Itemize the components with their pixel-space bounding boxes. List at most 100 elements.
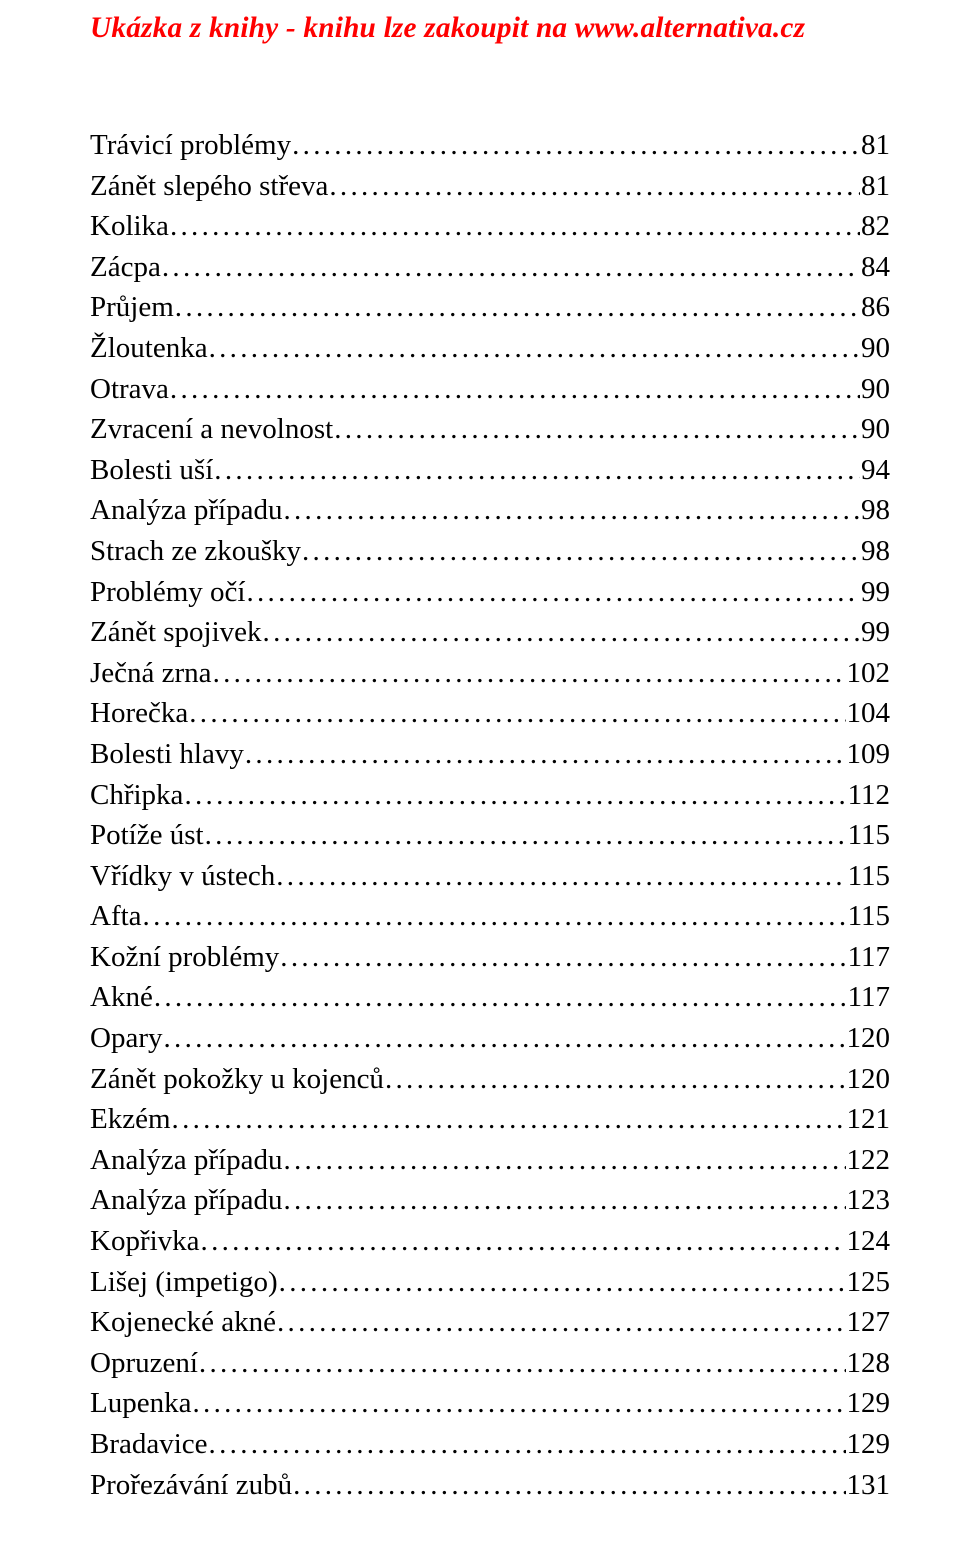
- toc-row: Ekzém 121: [90, 1099, 890, 1140]
- toc-row: Ječná zrna 102: [90, 653, 890, 694]
- toc-row: Trávicí problémy 81: [90, 125, 890, 166]
- toc-row: Opruzení 128: [90, 1343, 890, 1384]
- toc-title: Analýza případu: [90, 1140, 282, 1181]
- toc-page-number: 90: [861, 409, 890, 450]
- toc-dots: [154, 977, 847, 1018]
- toc-title: Problémy očí: [90, 572, 245, 613]
- toc-page-number: 81: [861, 125, 890, 166]
- toc-page-number: 120: [847, 1059, 891, 1100]
- toc-row: Prořezávání zubů131: [90, 1465, 890, 1506]
- toc-dots: [189, 693, 845, 734]
- toc-dots: [293, 1465, 845, 1506]
- toc-title: Prořezávání zubů: [90, 1465, 292, 1506]
- toc-dots: [283, 1140, 845, 1181]
- toc-title: Kožní problémy: [90, 937, 279, 978]
- toc-page-number: 99: [861, 612, 890, 653]
- toc-row: Bolesti hlavy 109: [90, 734, 890, 775]
- toc-dots: [263, 612, 860, 653]
- toc-dots: [192, 1383, 845, 1424]
- toc-title: Zánět spojivek: [90, 612, 262, 653]
- toc-row: Akné117: [90, 977, 890, 1018]
- toc-title: Kolika: [90, 206, 169, 247]
- toc-row: Chřipka 112: [90, 775, 890, 816]
- toc-page-number: 115: [848, 856, 890, 897]
- toc-page-number: 90: [861, 328, 890, 369]
- toc-dots: [246, 572, 860, 613]
- toc-dots: [175, 287, 860, 328]
- toc-page-number: 121: [847, 1099, 891, 1140]
- toc-dots: [329, 166, 860, 207]
- toc-title: Lišej (impetigo): [90, 1262, 278, 1303]
- toc-dots: [276, 856, 846, 897]
- toc-dots: [214, 450, 860, 491]
- toc-title: Otrava: [90, 369, 169, 410]
- toc-page-number: 109: [847, 734, 891, 775]
- toc-title: Ječná zrna: [90, 653, 212, 694]
- table-of-contents: Trávicí problémy 81 Zánět slepého střeva 81…: [90, 125, 890, 1505]
- toc-row: Průjem86: [90, 287, 890, 328]
- toc-row: Bradavice129: [90, 1424, 890, 1465]
- toc-title: Zánět slepého střeva: [90, 166, 328, 207]
- toc-dots: [385, 1059, 846, 1100]
- page: Ukázka z knihy - knihu lze zakoupit na w…: [0, 0, 960, 1545]
- toc-title: Chřipka: [90, 775, 183, 816]
- toc-dots: [199, 1343, 846, 1384]
- toc-page-number: 120: [847, 1018, 891, 1059]
- toc-page-number: 90: [861, 369, 890, 410]
- toc-page-number: 112: [848, 775, 890, 816]
- toc-page-number: 127: [847, 1302, 891, 1343]
- toc-row: Kožní problémy 117: [90, 937, 890, 978]
- toc-title: Lupenka: [90, 1383, 191, 1424]
- toc-row: Opary120: [90, 1018, 890, 1059]
- toc-dots: [245, 734, 846, 775]
- toc-title: Trávicí problémy: [90, 125, 291, 166]
- toc-row: Kolika82: [90, 206, 890, 247]
- toc-dots: [163, 1018, 845, 1059]
- toc-page-number: 102: [847, 653, 891, 694]
- toc-page-number: 81: [861, 166, 890, 207]
- toc-title: Zácpa: [90, 247, 161, 288]
- toc-title: Ekzém: [90, 1099, 171, 1140]
- toc-row: Horečka104: [90, 693, 890, 734]
- toc-page-number: 124: [847, 1221, 891, 1262]
- toc-row: Problémy očí 99: [90, 572, 890, 613]
- toc-row: Analýza případu 123: [90, 1180, 890, 1221]
- toc-dots: [279, 1262, 846, 1303]
- toc-dots: [209, 328, 860, 369]
- toc-row: Analýza případu98: [90, 490, 890, 531]
- toc-page-number: 123: [847, 1180, 891, 1221]
- toc-dots: [205, 815, 847, 856]
- toc-dots: [201, 1221, 846, 1262]
- toc-row: Kopřivka 124: [90, 1221, 890, 1262]
- toc-dots: [277, 1302, 846, 1343]
- toc-row: Zánět slepého střeva 81: [90, 166, 890, 207]
- toc-title: Opruzení: [90, 1343, 198, 1384]
- toc-dots: [162, 247, 860, 288]
- toc-page-number: 99: [861, 572, 890, 613]
- toc-dots: [302, 531, 860, 572]
- toc-page-number: 122: [847, 1140, 891, 1181]
- toc-dots: [283, 1180, 845, 1221]
- toc-title: Průjem: [90, 287, 174, 328]
- toc-title: Strach ze zkoušky: [90, 531, 301, 572]
- toc-row: Zvracení a nevolnost90: [90, 409, 890, 450]
- toc-page-number: 117: [848, 977, 890, 1018]
- toc-page-number: 104: [847, 693, 891, 734]
- toc-row: Zánět pokožky u kojenců120: [90, 1059, 890, 1100]
- toc-title: Analýza případu: [90, 490, 282, 531]
- toc-title: Analýza případu: [90, 1180, 282, 1221]
- toc-page-number: 125: [847, 1262, 891, 1303]
- toc-dots: [292, 125, 860, 166]
- toc-page-number: 128: [847, 1343, 891, 1384]
- toc-row: Analýza případu 122: [90, 1140, 890, 1181]
- toc-dots: [172, 1099, 846, 1140]
- toc-title: Bolesti hlavy: [90, 734, 244, 775]
- toc-page-number: 98: [861, 531, 890, 572]
- toc-page-number: 129: [847, 1383, 891, 1424]
- toc-dots: [283, 490, 860, 531]
- toc-row: Zácpa84: [90, 247, 890, 288]
- toc-title: Kopřivka: [90, 1221, 200, 1262]
- toc-row: Vřídky v ústech115: [90, 856, 890, 897]
- toc-dots: [213, 653, 846, 694]
- toc-page-number: 117: [848, 937, 890, 978]
